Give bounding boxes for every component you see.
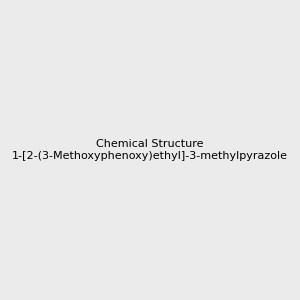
Text: Chemical Structure
1-[2-(3-Methoxyphenoxy)ethyl]-3-methylpyrazole: Chemical Structure 1-[2-(3-Methoxyphenox… <box>12 139 288 161</box>
